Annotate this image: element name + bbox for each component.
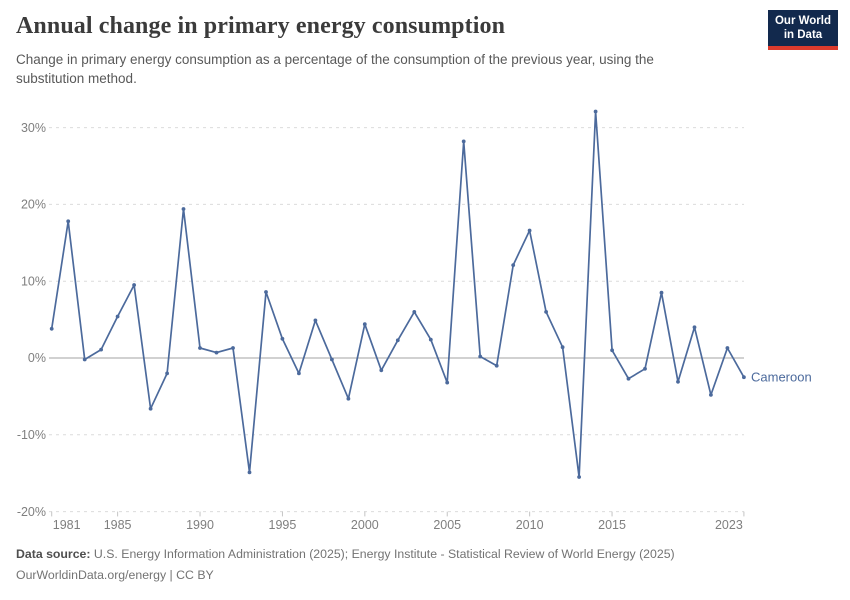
data-point-marker[interactable] — [82, 357, 87, 362]
y-axis-label: -20% — [17, 505, 46, 519]
data-point-marker[interactable] — [560, 345, 565, 350]
data-point-marker[interactable] — [544, 310, 548, 314]
chart-footer: Data source: U.S. Energy Information Adm… — [16, 544, 675, 586]
data-point-marker[interactable] — [115, 314, 120, 319]
data-point-marker[interactable] — [231, 346, 235, 350]
data-point-marker[interactable] — [247, 470, 252, 475]
data-point-marker[interactable] — [346, 396, 351, 401]
data-point-marker[interactable] — [610, 348, 614, 353]
data-point-marker[interactable] — [99, 347, 103, 352]
data-point-marker[interactable] — [313, 318, 318, 323]
x-axis-label: 1990 — [186, 518, 214, 532]
data-point-marker[interactable] — [49, 326, 54, 331]
data-point-marker[interactable] — [264, 290, 268, 294]
data-point-marker[interactable] — [395, 338, 400, 343]
data-point-marker[interactable] — [148, 406, 153, 411]
chart-subtitle: Change in primary energy consumption as … — [16, 52, 654, 86]
data-point-marker[interactable] — [494, 363, 499, 368]
x-axis-label: 2023 — [715, 518, 743, 532]
data-point-marker[interactable] — [181, 207, 186, 211]
data-point-marker[interactable] — [461, 139, 466, 144]
data-point-marker[interactable] — [709, 393, 713, 397]
x-axis-label: 2000 — [351, 518, 379, 532]
data-point-marker[interactable] — [412, 310, 417, 314]
data-point-marker[interactable] — [330, 357, 334, 362]
attribution-line[interactable]: OurWorldinData.org/energy | CC BY — [16, 568, 214, 582]
owid-logo-line2: in Data — [783, 28, 823, 41]
data-point-marker[interactable] — [659, 290, 664, 295]
y-axis-label: 20% — [21, 198, 46, 212]
data-source-label: Data source: — [16, 547, 91, 561]
owid-logo-line1: Our World — [774, 15, 831, 27]
data-point-marker[interactable] — [165, 371, 170, 376]
data-point-marker[interactable] — [742, 375, 746, 380]
data-point-marker[interactable] — [478, 354, 483, 359]
data-point-marker[interactable] — [692, 325, 697, 330]
data-point-marker[interactable] — [676, 379, 680, 384]
data-point-marker[interactable] — [379, 368, 384, 373]
data-point-marker[interactable] — [593, 109, 598, 114]
data-point-marker[interactable] — [214, 350, 219, 355]
x-axis-label: 1985 — [104, 518, 132, 532]
line-series-cameroon[interactable] — [50, 110, 745, 478]
x-axis-label: 2005 — [433, 518, 461, 532]
y-axis-label: -10% — [17, 428, 46, 442]
data-point-marker[interactable] — [445, 380, 450, 385]
y-axis-label: 0% — [28, 351, 46, 365]
page-title: Annual change in primary energy consumpt… — [16, 13, 506, 39]
data-point-marker[interactable] — [527, 228, 532, 233]
data-point-marker[interactable] — [297, 371, 301, 376]
x-axis-label: 2015 — [598, 518, 626, 532]
data-point-marker[interactable] — [626, 376, 631, 381]
data-point-marker[interactable] — [725, 346, 730, 350]
chart-canvas: 30% 20% 10% 0% -10% -20% 1981 1985 1990 1995 2000 2… — [17, 109, 812, 532]
data-point-marker[interactable] — [428, 337, 433, 342]
data-point-marker[interactable] — [132, 283, 137, 287]
data-point-marker[interactable] — [577, 475, 581, 479]
data-point-marker[interactable] — [66, 219, 71, 224]
data-point-marker[interactable] — [362, 322, 367, 327]
data-source-line: Data source: U.S. Energy Information Adm… — [16, 544, 675, 565]
data-point-marker[interactable] — [198, 346, 202, 350]
data-point-marker[interactable] — [511, 263, 516, 267]
owid-logo[interactable]: Our World in Data — [768, 10, 838, 50]
x-axis-label: 1995 — [269, 518, 297, 532]
y-axis-label: 30% — [21, 121, 46, 135]
x-axis-label: 2010 — [516, 518, 544, 532]
data-source-text[interactable]: U.S. Energy Information Administration (… — [93, 547, 675, 561]
entity-label-cameroon[interactable]: Cameroon — [751, 370, 812, 385]
y-axis-label: 10% — [21, 274, 46, 288]
data-point-marker[interactable] — [280, 336, 285, 341]
x-axis-label: 1981 — [53, 518, 81, 532]
data-point-marker[interactable] — [643, 366, 647, 371]
